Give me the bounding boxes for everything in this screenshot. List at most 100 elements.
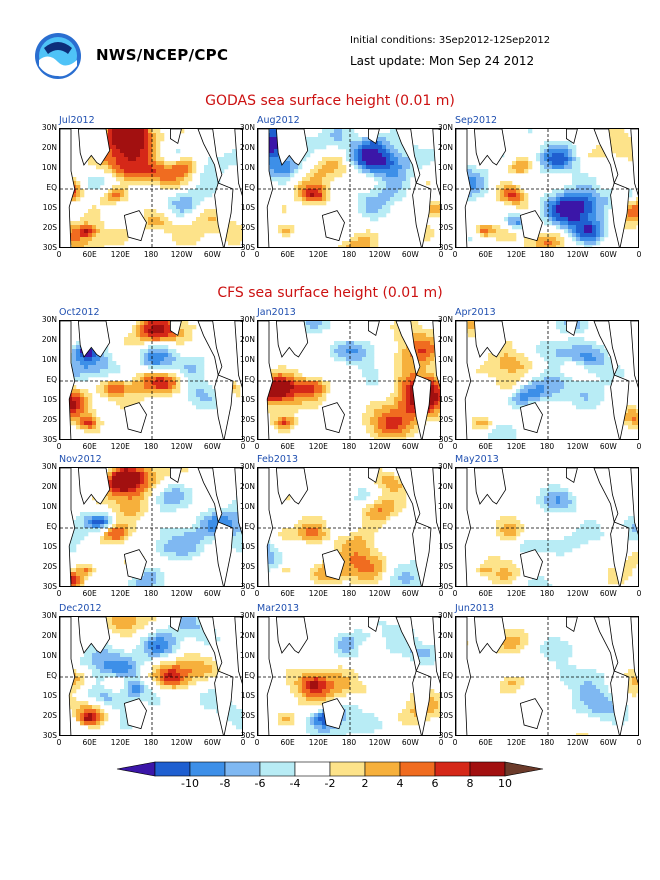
y-tick-label: 30S xyxy=(240,582,255,591)
coastline xyxy=(214,374,234,439)
x-tick-label: 120W xyxy=(566,738,589,747)
x-tick-label: 180 xyxy=(341,738,357,747)
coastline xyxy=(123,698,147,730)
x-tick-label: 60W xyxy=(203,250,221,259)
y-tick-label: 20S xyxy=(438,415,453,424)
y-tick-label: 10S xyxy=(240,395,255,404)
x-tick-label: 0 xyxy=(452,250,458,259)
coastline xyxy=(610,670,630,735)
x-tick-label: 60W xyxy=(599,250,617,259)
x-tick-label: 60W xyxy=(599,589,617,598)
colorbar-tick-label: -8 xyxy=(219,777,231,790)
panel-title-mar2013: Mar2013 xyxy=(257,603,300,614)
coastline xyxy=(519,210,543,242)
x-tick-label: 120E xyxy=(308,250,328,259)
y-tick-label: 30N xyxy=(239,315,255,324)
y-tick-label: 30S xyxy=(438,731,453,740)
y-tick-label: 20S xyxy=(240,711,255,720)
x-tick-label: 0 xyxy=(636,442,642,451)
colorbar-swatch xyxy=(294,761,331,777)
colorbar-swatch xyxy=(189,761,226,777)
y-tick-label: 10S xyxy=(240,203,255,212)
y-tick-label: 20N xyxy=(41,631,57,640)
colorbar-tick-label: 6 xyxy=(431,777,439,790)
y-tick-label: 30N xyxy=(41,462,57,471)
panel-title-jul2012: Jul2012 xyxy=(59,115,95,126)
colorbar-swatch xyxy=(399,761,436,777)
colorbar-tick-label: -6 xyxy=(254,777,266,790)
coastline xyxy=(60,321,76,439)
coastline xyxy=(275,617,309,654)
coastline xyxy=(395,468,421,524)
coastline xyxy=(412,670,432,735)
y-tick-label: 30N xyxy=(239,123,255,132)
colorbar-tick-label: -4 xyxy=(289,777,301,790)
x-tick-label: 120E xyxy=(110,250,130,259)
coastline xyxy=(214,521,234,586)
x-tick-label: 60E xyxy=(478,442,493,451)
x-tick-label: 0 xyxy=(240,589,246,598)
x-tick-label: 0 xyxy=(254,250,260,259)
colorbar-swatch xyxy=(364,761,401,777)
y-tick-label: EQ xyxy=(46,375,57,384)
y-tick-label: 20N xyxy=(41,482,57,491)
x-tick-label: 60W xyxy=(203,589,221,598)
x-tick-label: 60E xyxy=(280,442,295,451)
x-tick-label: 120W xyxy=(566,589,589,598)
x-tick-label: 120E xyxy=(506,250,526,259)
y-tick-label: 20S xyxy=(42,562,57,571)
colorbar-swatch xyxy=(224,761,261,777)
y-tick-label: 30N xyxy=(41,315,57,324)
y-tick-label: 10S xyxy=(240,542,255,551)
y-tick-label: 10S xyxy=(42,395,57,404)
x-tick-label: 0 xyxy=(56,738,62,747)
y-tick-label: 20S xyxy=(438,562,453,571)
y-tick-label: 30S xyxy=(42,731,57,740)
y-tick-label: 10N xyxy=(437,502,453,511)
colorbar-tick-label: 10 xyxy=(498,777,512,790)
y-tick-label: 20N xyxy=(41,143,57,152)
x-tick-label: 0 xyxy=(636,738,642,747)
coastline xyxy=(473,468,507,505)
coastline xyxy=(170,468,182,484)
coastline xyxy=(197,617,223,673)
colorbar-swatch xyxy=(154,761,191,777)
x-tick-label: 120W xyxy=(566,442,589,451)
x-tick-label: 180 xyxy=(341,442,357,451)
coastline xyxy=(368,321,380,337)
y-tick-label: 20S xyxy=(42,415,57,424)
x-tick-label: 180 xyxy=(143,442,159,451)
y-tick-label: 10N xyxy=(41,163,57,172)
coastline xyxy=(593,468,619,524)
coastline xyxy=(473,617,507,654)
y-tick-label: 30N xyxy=(239,611,255,620)
coastline xyxy=(432,468,440,535)
coastline xyxy=(275,321,309,358)
x-tick-label: 60E xyxy=(280,250,295,259)
y-tick-label: 10N xyxy=(41,355,57,364)
coastline xyxy=(77,468,111,505)
coastline xyxy=(368,129,380,145)
x-tick-label: 60E xyxy=(82,738,97,747)
y-tick-label: 10N xyxy=(239,355,255,364)
x-tick-label: 120W xyxy=(170,589,193,598)
y-tick-label: 10N xyxy=(437,355,453,364)
coastline xyxy=(321,549,345,581)
x-tick-label: 120E xyxy=(506,442,526,451)
y-tick-label: 20N xyxy=(239,482,255,491)
y-tick-label: EQ xyxy=(442,671,453,680)
y-tick-label: 30S xyxy=(240,435,255,444)
colorbar-min-arrow xyxy=(116,761,156,777)
cfs-section-title: CFS sea surface height (0.01 m) xyxy=(217,285,443,301)
colorbar-tick-label: -2 xyxy=(324,777,336,790)
x-tick-label: 0 xyxy=(240,738,246,747)
y-tick-label: 10N xyxy=(239,502,255,511)
coastline xyxy=(566,617,578,633)
coastline xyxy=(519,698,543,730)
org-title: NWS/NCEP/CPC xyxy=(96,46,229,64)
y-tick-label: 10S xyxy=(42,203,57,212)
x-tick-label: 120W xyxy=(368,738,391,747)
coastline xyxy=(473,321,507,358)
coastline xyxy=(123,402,147,434)
y-tick-label: 30S xyxy=(42,243,57,252)
